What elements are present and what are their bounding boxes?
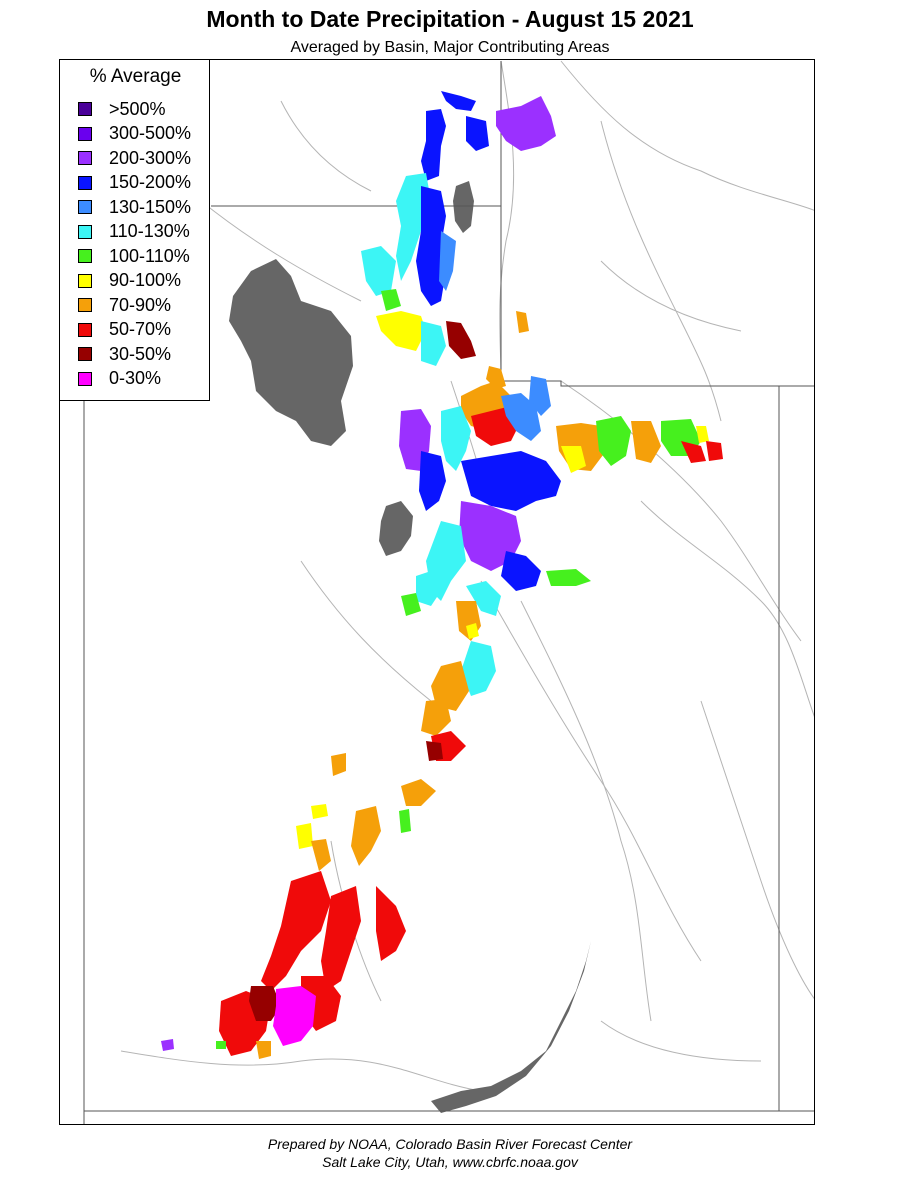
basin-precip-area <box>421 321 446 366</box>
basin-precip-area <box>516 311 529 333</box>
basin-precip-area <box>466 623 479 639</box>
basin-precip-area <box>496 96 556 151</box>
footer-credit: Prepared by NOAA, Colorado Basin River F… <box>267 1136 633 1152</box>
legend-swatch <box>78 322 92 337</box>
basin-precip-area <box>501 393 541 441</box>
legend-label: 200-300% <box>109 147 192 168</box>
lake <box>379 501 413 556</box>
basin-precip-area <box>631 421 661 463</box>
basin-precip-area <box>431 661 469 711</box>
basin-precip-area <box>381 289 401 311</box>
legend-swatch <box>78 102 92 116</box>
basin-precip-area <box>361 246 396 296</box>
basin-precip-area <box>399 809 411 833</box>
legend-label: 150-200% <box>109 172 192 192</box>
basin-precip-area <box>421 699 451 736</box>
river-network <box>120 60 814 1092</box>
legend-label: 130-150% <box>109 196 192 217</box>
lake <box>431 941 591 1113</box>
basin-precip-area <box>376 311 426 351</box>
basin-precip-area <box>706 441 723 461</box>
basin-precip-area <box>261 871 331 991</box>
legend-entry: 30-50% <box>78 343 171 365</box>
legend: % Average >500% 300-500% 200-300% 150-200% 1… <box>59 59 210 401</box>
footer-address: Salt Lake City, Utah, www.cbrfc.noaa.gov <box>322 1154 578 1170</box>
precipitation-map <box>83 60 814 1124</box>
basin-precip-area <box>596 416 631 466</box>
basin-precip-area <box>161 1039 174 1051</box>
legend-label: 110-130% <box>109 221 190 241</box>
legend-entry: 150-200% <box>78 172 191 194</box>
basin-precip-area <box>401 779 436 806</box>
basin-precip-area <box>461 641 496 696</box>
basin-precip-area <box>273 986 316 1046</box>
basin-precip-area <box>419 451 446 511</box>
legend-title: % Average <box>89 66 182 87</box>
legend-entry: 200-300% <box>78 147 191 169</box>
basin-precip-area <box>376 886 406 961</box>
lake <box>453 181 474 233</box>
legend-entry: 110-130% <box>78 221 190 243</box>
legend-swatch <box>78 249 92 263</box>
map-subtitle: Averaged by Basin, Major Contributing Ar… <box>290 39 610 56</box>
basin-precip-area <box>311 804 328 819</box>
legend-label: 100-110% <box>109 245 190 266</box>
legend-entry: 90-100% <box>78 270 181 292</box>
map-title: Month to Date Precipitation - August 15 … <box>206 6 694 32</box>
legend-swatch <box>78 200 92 214</box>
legend-swatch <box>78 273 92 288</box>
basin-precip-area <box>546 569 591 586</box>
basin-precip-area <box>216 1041 226 1049</box>
basin-precip-area <box>681 441 706 463</box>
legend-label: 90-100% <box>109 270 182 290</box>
basin-precip-area <box>446 321 476 359</box>
legend-swatch <box>78 224 92 239</box>
legend-entry: 50-70% <box>78 319 171 341</box>
basin-precip-area <box>426 741 443 761</box>
legend-swatch <box>78 151 92 165</box>
legend-entry: 100-110% <box>78 245 190 267</box>
lake <box>229 259 353 446</box>
legend-entry: 130-150% <box>78 196 191 218</box>
basin-precip-area <box>421 109 446 181</box>
basin-precip-area <box>321 886 361 991</box>
basin-precip-area <box>351 806 381 866</box>
legend-entry: 0-30% <box>78 368 161 390</box>
basin-precip-area <box>416 186 446 306</box>
legend-entry: 300-500% <box>78 123 191 145</box>
lakes <box>229 181 591 1113</box>
legend-entry: >500% <box>78 98 166 120</box>
basin-precip-area <box>501 551 541 591</box>
legend-entry: 70-90% <box>78 294 171 316</box>
basin-precip-area <box>461 451 561 511</box>
legend-label: 30-50% <box>109 343 172 364</box>
legend-swatch <box>78 126 92 141</box>
basin-precip-area <box>561 446 586 473</box>
legend-swatch <box>78 347 92 361</box>
basin-precip-area <box>441 91 476 111</box>
basin-precip-area <box>401 593 421 616</box>
basin-precip-area <box>439 231 456 291</box>
legend-label: >500% <box>109 98 166 119</box>
basin-precip-area <box>416 571 441 606</box>
legend-label: 0-30% <box>109 368 162 388</box>
basin-precip-area <box>256 1041 271 1059</box>
legend-label: 70-90% <box>109 294 172 315</box>
legend-label: 50-70% <box>109 319 172 339</box>
basin-precip-area <box>441 406 471 471</box>
legend-swatch <box>78 371 92 386</box>
basin-precip-area <box>311 839 331 871</box>
basin-precip-area <box>296 823 313 849</box>
basin-precip-area <box>249 986 281 1021</box>
legend-swatch <box>78 175 92 190</box>
basin-precip-area <box>331 753 346 776</box>
basin-precip-area <box>466 116 489 151</box>
legend-label: 300-500% <box>109 123 192 143</box>
basin-precip-area <box>696 426 709 443</box>
basin-precip-area <box>466 581 501 616</box>
legend-swatch <box>78 298 92 312</box>
